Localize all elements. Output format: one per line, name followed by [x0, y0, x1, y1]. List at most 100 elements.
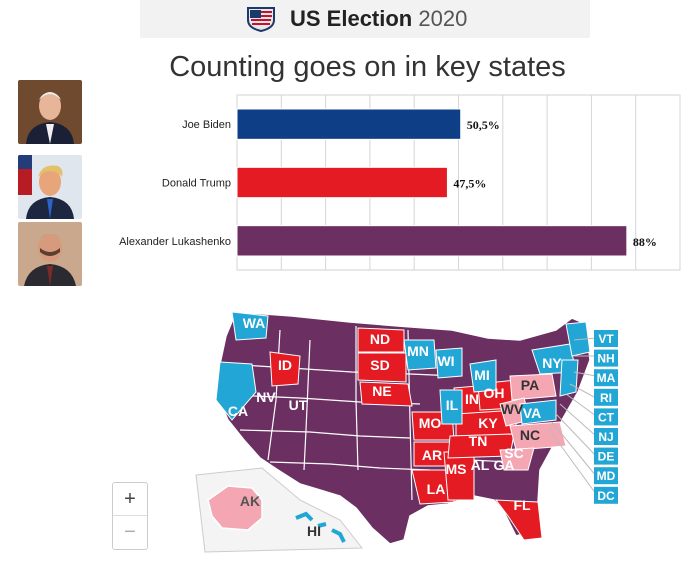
- state-label-mi: MI: [474, 367, 490, 383]
- state-fl[interactable]: [494, 499, 543, 541]
- side-box-vt[interactable]: [594, 330, 618, 347]
- side-label-md: MD: [597, 469, 616, 483]
- side-box-md[interactable]: [594, 467, 618, 485]
- side-state-boxes: VT NH MA RI CT NJ DE MD DC: [594, 330, 618, 504]
- state-mn[interactable]: [403, 339, 437, 371]
- state-label-nd: ND: [370, 331, 390, 347]
- side-box-dc[interactable]: [594, 486, 618, 504]
- state-label-ut: UT: [289, 397, 308, 413]
- side-box-ri[interactable]: [594, 388, 618, 406]
- side-box-ma[interactable]: [594, 369, 618, 387]
- state-label-ms: MS: [446, 461, 467, 477]
- state-label-fl: FL: [513, 497, 531, 513]
- state-label-wi: WI: [437, 353, 454, 369]
- state-label-al: AL: [471, 457, 490, 473]
- category-label: Alexander Lukashenko: [119, 236, 231, 248]
- state-ne-coast[interactable]: [559, 359, 579, 397]
- state-label-wa: WA: [243, 315, 266, 331]
- state-sd[interactable]: [357, 352, 407, 383]
- chart-value-labels: 50,5% 47,5% 88%: [453, 118, 656, 249]
- state-label-il: IL: [446, 397, 459, 413]
- state-nc[interactable]: [509, 421, 567, 451]
- pink-states: [499, 373, 567, 471]
- state-me[interactable]: [565, 321, 591, 357]
- chart-categories: Joe Biden Donald Trump Alexander Lukashenk…: [119, 119, 231, 248]
- blue-states: [215, 311, 591, 425]
- us-flag-shield-icon: [247, 7, 275, 32]
- state-ak[interactable]: [207, 485, 263, 531]
- state-label-nc: NC: [520, 427, 540, 443]
- chart-title: Counting goes on in key states: [169, 51, 566, 83]
- side-label-nh: NH: [597, 352, 614, 366]
- state-sc[interactable]: [499, 447, 535, 471]
- map-zoom-control: + −: [112, 482, 148, 550]
- state-label-mn: MN: [407, 343, 429, 359]
- zoom-in-button[interactable]: +: [124, 488, 136, 510]
- state-label-sd: SD: [370, 357, 389, 373]
- category-label: Donald Trump: [162, 178, 231, 190]
- side-label-ma: MA: [597, 371, 616, 385]
- state-label-oh: OH: [484, 385, 505, 401]
- bar-0: [236, 108, 462, 140]
- side-box-nj[interactable]: [594, 428, 618, 445]
- state-label-tn: TN: [469, 433, 488, 449]
- side-label-ct: CT: [598, 410, 615, 424]
- state-label-ny: NY: [542, 355, 562, 371]
- state-mi[interactable]: [469, 359, 497, 393]
- state-va[interactable]: [519, 399, 557, 425]
- side-label-nj: NJ: [598, 430, 613, 444]
- side-box-nh[interactable]: [594, 349, 618, 367]
- state-label-in: IN: [465, 391, 479, 407]
- state-la[interactable]: [411, 469, 455, 505]
- side-label-dc: DC: [597, 489, 615, 503]
- app-title-bold: US Election: [290, 6, 413, 31]
- state-hi[interactable]: [295, 511, 346, 543]
- state-label-ga: GA: [494, 457, 515, 473]
- state-ne[interactable]: [359, 381, 413, 407]
- state-ca-west[interactable]: [215, 361, 257, 421]
- state-wi[interactable]: [435, 347, 463, 379]
- side-label-connectors: [547, 337, 597, 495]
- state-label-ca: CA: [228, 403, 248, 419]
- value-label: 50,5%: [467, 118, 500, 132]
- alaska-hawaii-inset: [195, 467, 364, 553]
- bar-1: [236, 166, 448, 199]
- side-box-de[interactable]: [594, 447, 618, 465]
- state-nd[interactable]: [357, 327, 405, 353]
- state-il[interactable]: [439, 389, 463, 425]
- state-label-ky: KY: [478, 415, 498, 431]
- state-label-la: LA: [427, 481, 446, 497]
- zoom-out-button[interactable]: −: [113, 515, 147, 548]
- header-bar: [140, 0, 590, 38]
- state-label-ne: NE: [372, 383, 391, 399]
- state-label-ar: AR: [422, 447, 442, 463]
- bar-2: [236, 225, 628, 257]
- side-label-vt: VT: [598, 332, 614, 346]
- side-label-de: DE: [598, 450, 615, 464]
- app-title: US Election 2020: [290, 6, 467, 32]
- state-id[interactable]: [269, 351, 301, 387]
- state-label-hi: HI: [307, 523, 321, 539]
- app-title-year: 2020: [418, 6, 468, 31]
- side-box-ct[interactable]: [594, 408, 618, 426]
- biden-portrait-icon: [18, 80, 82, 144]
- state-label-mo: MO: [419, 415, 442, 431]
- state-label-id: ID: [278, 357, 292, 373]
- value-label: 88%: [633, 235, 657, 249]
- state-label-ak: AK: [240, 493, 260, 509]
- chart-bars: [236, 108, 628, 257]
- state-label-va: VA: [523, 405, 541, 421]
- state-label-wv: WV: [501, 401, 524, 417]
- side-label-ri: RI: [600, 391, 612, 405]
- state-pa[interactable]: [509, 373, 557, 401]
- state-wa[interactable]: [231, 311, 269, 341]
- lukashenko-portrait-icon: [18, 222, 82, 286]
- category-label: Joe Biden: [182, 119, 231, 131]
- bar-chart: Joe Biden Donald Trump Alexander Lukashenk…: [119, 94, 681, 271]
- state-label-sc: SC: [504, 445, 523, 461]
- value-label: 47,5%: [453, 177, 486, 191]
- state-label-pa: PA: [521, 377, 539, 393]
- state-label-nv: NV: [256, 389, 276, 405]
